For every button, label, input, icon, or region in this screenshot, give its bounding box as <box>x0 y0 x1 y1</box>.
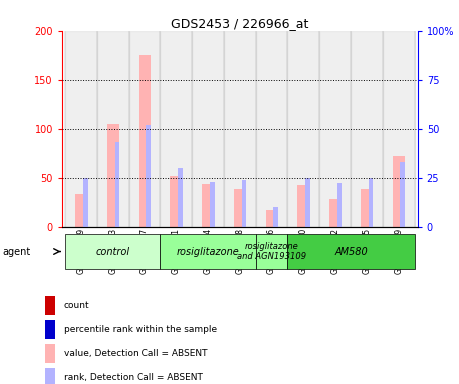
Text: rosiglitazone
and AGN193109: rosiglitazone and AGN193109 <box>237 242 306 261</box>
FancyBboxPatch shape <box>65 234 161 269</box>
Bar <box>45 368 56 384</box>
Bar <box>337 184 341 227</box>
Text: count: count <box>63 301 89 310</box>
Text: rosiglitazone: rosiglitazone <box>177 247 240 257</box>
Bar <box>139 55 151 227</box>
Bar <box>383 31 414 227</box>
Bar <box>97 31 129 227</box>
FancyBboxPatch shape <box>287 234 414 269</box>
Title: GDS2453 / 226966_at: GDS2453 / 226966_at <box>171 17 308 30</box>
Bar <box>256 31 287 227</box>
Bar <box>297 185 309 227</box>
Bar <box>129 31 161 227</box>
Bar <box>75 194 87 227</box>
Bar <box>161 31 192 227</box>
Bar <box>369 178 373 227</box>
FancyBboxPatch shape <box>256 234 287 269</box>
Bar <box>305 178 310 227</box>
Bar <box>241 180 246 227</box>
Bar <box>45 296 56 315</box>
Text: rank, Detection Call = ABSENT: rank, Detection Call = ABSENT <box>63 373 202 382</box>
Bar <box>274 207 278 227</box>
Bar <box>400 162 405 227</box>
Bar <box>146 125 151 227</box>
FancyBboxPatch shape <box>161 234 256 269</box>
Bar <box>351 31 383 227</box>
Bar <box>392 156 405 227</box>
Bar <box>234 189 246 227</box>
Text: control: control <box>96 247 130 257</box>
Bar <box>65 31 97 227</box>
Bar <box>224 31 256 227</box>
Bar <box>329 199 341 227</box>
Bar <box>202 184 214 227</box>
Bar <box>266 210 278 227</box>
Bar <box>361 189 373 227</box>
Bar <box>45 319 56 339</box>
Bar <box>83 178 88 227</box>
Bar <box>115 142 119 227</box>
Bar <box>178 168 183 227</box>
Bar <box>287 31 319 227</box>
Bar <box>45 344 56 363</box>
Text: value, Detection Call = ABSENT: value, Detection Call = ABSENT <box>63 349 207 358</box>
Bar <box>210 182 214 227</box>
Text: AM580: AM580 <box>334 247 368 257</box>
Text: agent: agent <box>2 247 31 257</box>
Bar <box>319 31 351 227</box>
Bar <box>192 31 224 227</box>
Bar <box>170 175 182 227</box>
Bar <box>107 124 119 227</box>
Text: percentile rank within the sample: percentile rank within the sample <box>63 325 217 334</box>
